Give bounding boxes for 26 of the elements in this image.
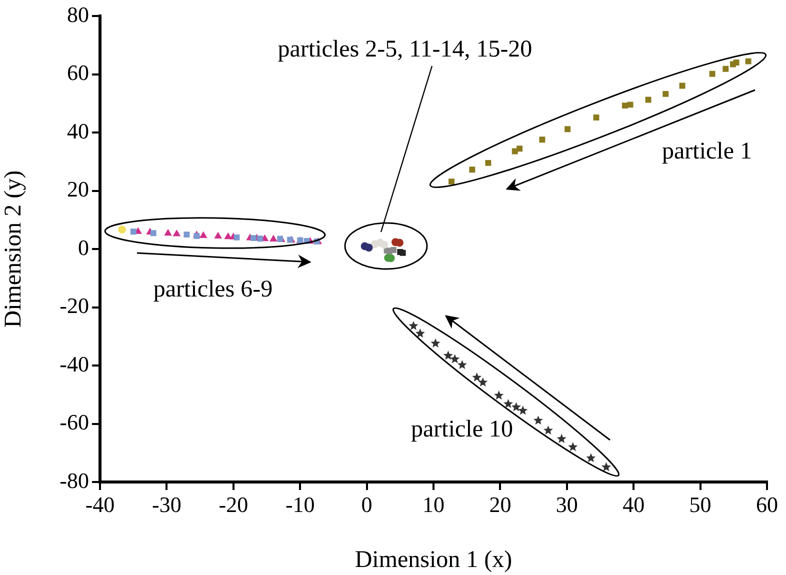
x-tick-label: 10 <box>422 492 444 517</box>
x-tick-label: 60 <box>756 492 778 517</box>
y-tick-label: -80 <box>60 468 89 493</box>
x-tick-label: 20 <box>489 492 512 517</box>
y-axis-title: Dimension 2 (y) <box>0 170 27 328</box>
x-tick-label: 50 <box>689 492 712 517</box>
y-tick-label: -40 <box>60 351 89 376</box>
y-tick-label: 60 <box>67 60 89 86</box>
annotation: particle 10 <box>411 416 513 444</box>
x-tick-label: 0 <box>361 492 372 517</box>
annotation: particles 6-9 <box>153 276 273 304</box>
x-tick-label: -20 <box>218 492 248 517</box>
y-tick-label: -20 <box>60 293 89 318</box>
y-tick-label: -60 <box>60 410 89 435</box>
y-tick-label: 80 <box>67 2 89 27</box>
x-tick-label: -10 <box>285 492 315 517</box>
x-tick-label: -40 <box>85 492 115 517</box>
x-tick-label: 40 <box>622 492 645 517</box>
y-tick-label: 20 <box>67 176 89 202</box>
annotation: particle 1 <box>662 138 752 166</box>
x-axis-title: Dimension 1 (x) <box>354 546 512 573</box>
x-tick-label: -30 <box>152 492 182 517</box>
y-tick-label: 40 <box>67 118 89 144</box>
x-tick-label: 30 <box>556 492 578 517</box>
annotation: particles 2-5, 11-14, 15-20 <box>278 36 532 64</box>
y-tick-label: 0 <box>78 234 89 260</box>
